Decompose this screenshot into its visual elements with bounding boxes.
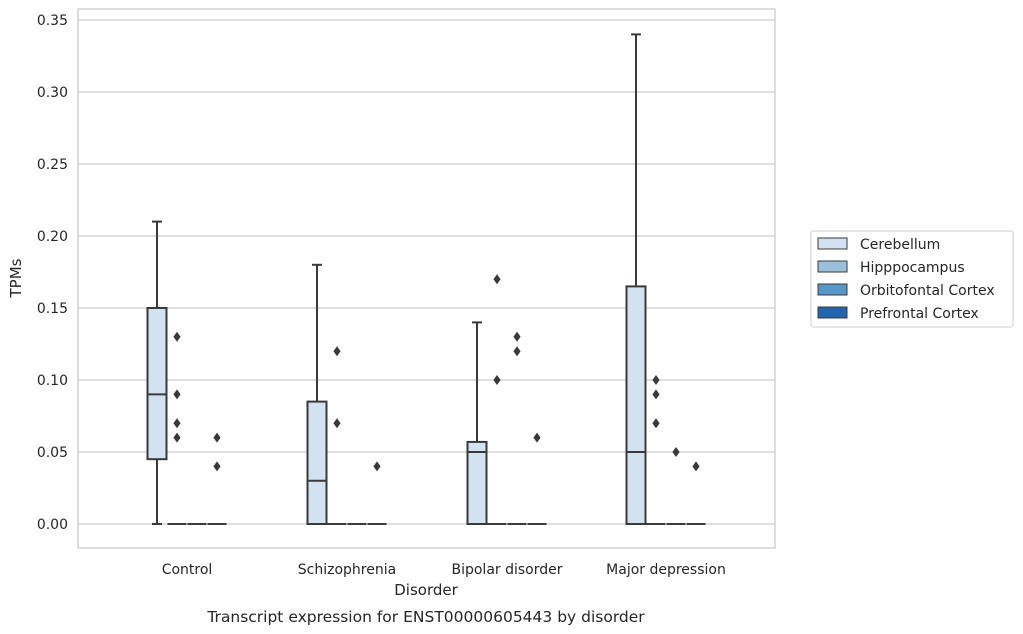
outlier-point [652,375,660,385]
box-group [167,331,187,525]
box-group [487,274,507,525]
box-group [527,432,547,525]
y-tick-label: 0.25 [37,157,68,173]
box-group [327,346,347,525]
legend-frame [810,230,1014,328]
plot-frame [77,8,776,549]
outlier-point [173,389,181,400]
box-group [625,33,647,525]
legend-entry: Orbitofontal Cortex [860,283,995,299]
outlier-point [333,346,341,357]
plot-area [146,33,706,526]
y-tick-label: 0.05 [37,445,68,461]
outlier-point [173,418,181,429]
y-axis-label: TPMs [7,258,25,298]
outlier-point [493,274,501,285]
x-tick-label: Control [162,562,213,578]
box-group [466,321,488,526]
box-group [507,331,527,525]
box-group [367,461,387,525]
outlier-point [652,389,660,400]
outlier-point [533,432,541,443]
x-tick-label: Bipolar disorder [451,562,562,578]
outlier-point [213,461,221,472]
x-axis-label: Disorder [394,581,458,599]
outlier-point [513,331,521,342]
y-axis-ticks: 0.00 0.05 0.10 0.15 0.20 0.25 0.30 0.35 [37,13,68,533]
box-group [666,447,686,525]
legend-swatch [817,237,848,250]
box-group [686,461,706,525]
y-tick-label: 0.30 [37,85,68,101]
box [306,400,328,526]
outlier-point [692,461,700,472]
y-tick-label: 0.15 [37,301,68,317]
outlier-point [672,447,680,457]
x-tick-label: Major depression [606,562,726,578]
outlier-point [213,432,221,443]
legend-entry: Hipppocampus [860,260,965,276]
box [625,285,647,525]
chart-caption: Transcript expression for ENST0000060544… [206,608,645,626]
gridlines [78,19,775,525]
box-group [646,375,666,525]
box [466,440,488,526]
box-group [306,263,328,526]
box-group [207,432,227,525]
legend: Cerebellum Hipppocampus Orbitofontal Corte… [810,230,1014,328]
box [146,307,168,461]
outlier-point [333,418,341,429]
legend-swatch [817,306,848,319]
legend-entry: Prefrontal Cortex [860,306,979,322]
box-group [146,220,168,525]
x-axis-ticks: Control Schizophrenia Bipolar disorder Majo… [162,562,726,578]
outlier-point [173,432,181,443]
legend-swatch [817,283,848,296]
legend-entry: Cerebellum [860,237,940,253]
outlier-point [173,331,181,342]
x-tick-label: Schizophrenia [298,562,396,578]
y-tick-label: 0.00 [37,517,68,533]
legend-swatch [817,260,848,273]
outlier-point [652,418,660,429]
outlier-point [493,375,501,385]
y-tick-label: 0.20 [37,229,68,245]
y-tick-label: 0.10 [37,373,68,389]
outlier-point [513,346,521,357]
y-tick-label: 0.35 [37,13,68,29]
outlier-point [373,461,381,472]
